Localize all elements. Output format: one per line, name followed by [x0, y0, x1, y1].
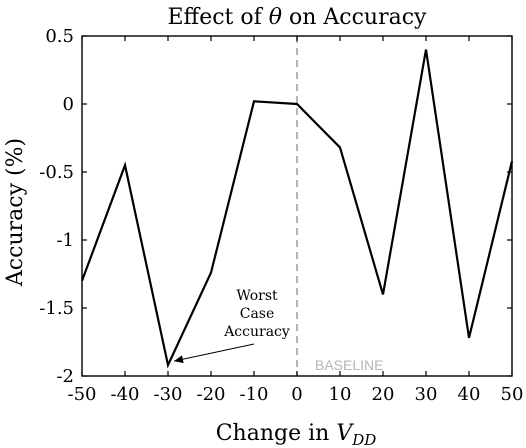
plot-frame: [81, 35, 513, 377]
x-tick-label: 30: [415, 384, 438, 405]
x-tick-label: 10: [329, 384, 352, 405]
x-tick-label: -20: [197, 384, 226, 405]
x-tick-label: 50: [501, 384, 524, 405]
annotation-arrow-head: [174, 355, 184, 364]
accuracy-series-line: [80, 49, 514, 369]
y-tick-label: -0.5: [39, 162, 74, 183]
worst-case-annotation: Worst Case Accuracy: [223, 288, 290, 340]
x-tick-label: 0: [291, 384, 302, 405]
x-axis-label: Change in VDD: [216, 421, 377, 448]
baseline-label: BASELINE: [315, 357, 383, 373]
x-tick-label: -30: [154, 384, 183, 405]
annotation-line: Accuracy: [223, 324, 290, 340]
x-tick-label: 40: [458, 384, 481, 405]
y-tick-label: -2: [56, 366, 74, 387]
annotation-line: Case: [240, 306, 275, 322]
y-tick-label: -1: [56, 230, 74, 251]
x-tick-label: -10: [240, 384, 269, 405]
annotation-arrow-shaft: [173, 343, 255, 362]
y-tick-label: 0.5: [45, 26, 74, 47]
y-axis-label: Accuracy (%): [3, 138, 28, 287]
x-tick-label: -50: [68, 384, 97, 405]
x-tick-label: 20: [372, 384, 395, 405]
chart-title: Effect of θ on Accuracy: [168, 5, 428, 30]
y-tick-label: -1.5: [39, 298, 74, 319]
y-tick-label: 0: [63, 94, 74, 115]
x-tick-label: -40: [111, 384, 140, 405]
annotation-line: Worst: [236, 288, 278, 304]
